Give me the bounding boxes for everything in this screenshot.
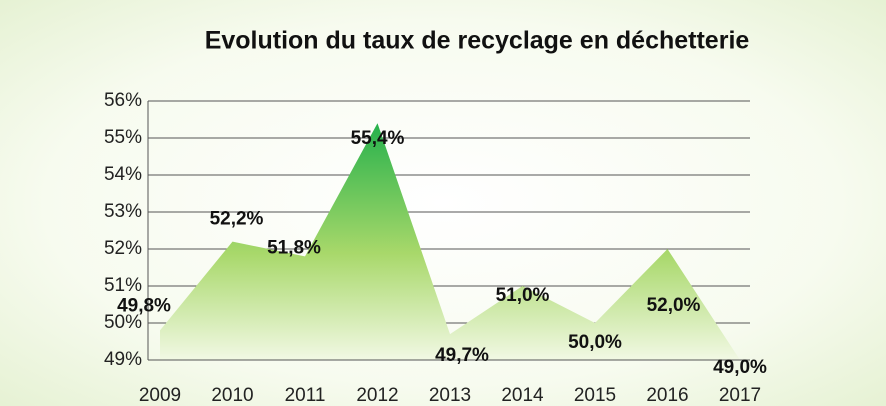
data-label: 51,0% [496,285,550,306]
y-tick-label: 53% [104,201,142,222]
data-label: 49,0% [713,357,767,378]
y-tick-label: 55% [104,127,142,148]
x-tick-label: 2010 [211,385,253,406]
data-label: 49,8% [117,295,171,316]
y-tick-label: 52% [104,238,142,259]
y-tick-label: 50% [104,312,142,333]
chart-title: Evolution du taux de recyclage en déchet… [205,27,750,55]
y-tick-label: 56% [104,90,142,111]
data-label: 52,2% [210,209,264,230]
x-tick-label: 2009 [139,385,181,406]
y-tick-label: 54% [104,164,142,185]
x-tick-label: 2014 [501,385,544,406]
x-tick-label: 2017 [719,385,761,406]
y-tick-label: 51% [104,275,142,296]
x-tick-label: 2016 [646,385,688,406]
x-tick-label: 2015 [574,385,616,406]
data-label: 51,8% [267,237,321,258]
x-tick-label: 2012 [356,385,398,406]
data-label: 49,7% [435,345,489,366]
data-label: 50,0% [568,332,622,353]
area [160,123,740,360]
x-tick-label: 2013 [429,385,471,406]
y-tick-label: 49% [104,349,142,370]
data-label: 55,4% [351,128,405,149]
data-label: 52,0% [647,295,701,316]
x-tick-label: 2011 [285,385,326,406]
